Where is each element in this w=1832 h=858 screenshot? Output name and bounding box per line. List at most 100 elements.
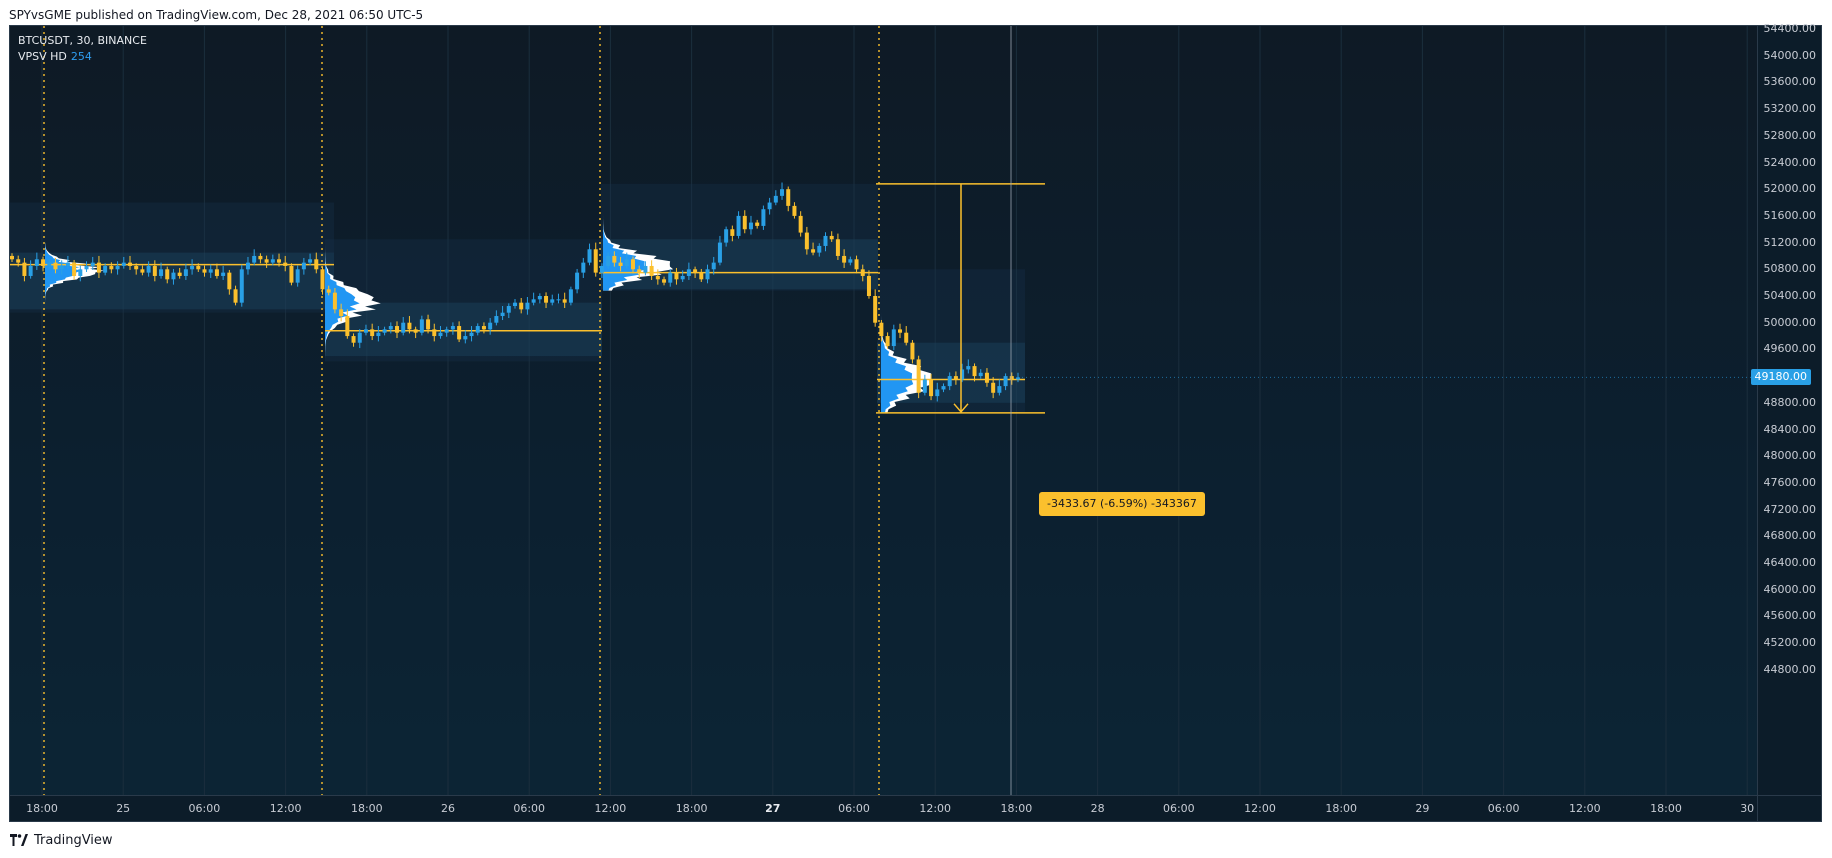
volume-profile-2-up-volume	[325, 239, 360, 362]
candle-body	[898, 329, 903, 333]
candle-body	[345, 316, 350, 337]
footer: TradingView	[10, 830, 113, 850]
candle-body	[432, 329, 437, 337]
candle-body	[506, 306, 511, 313]
time-tick-label: 18:00	[1650, 802, 1682, 815]
price-tick-label: 46400.00	[1763, 556, 1817, 569]
candle-body	[593, 249, 598, 273]
candle-body	[78, 269, 83, 276]
candle-body	[270, 259, 275, 263]
candle-body	[1009, 376, 1014, 380]
candle-body	[357, 332, 362, 343]
candle-body	[376, 332, 381, 337]
footer-brand: TradingView	[34, 832, 113, 848]
candle-body	[1016, 377, 1020, 380]
candle-body	[258, 255, 263, 260]
candle-body	[239, 269, 244, 303]
candle-body	[202, 269, 207, 273]
candle-body	[724, 229, 729, 243]
candle-body	[214, 269, 219, 276]
chart-frame	[9, 25, 1822, 822]
candle-body	[835, 239, 840, 256]
price-tick-label: 45200.00	[1763, 636, 1817, 650]
candle-body	[686, 269, 691, 276]
candle-body	[823, 235, 828, 246]
candle-body	[221, 272, 226, 276]
candle-body	[96, 262, 101, 273]
candle-body	[711, 262, 716, 270]
candle-body	[183, 269, 188, 276]
candle-body	[748, 222, 753, 230]
candle-body	[860, 269, 865, 276]
candle-body	[916, 359, 921, 393]
candle-body	[705, 269, 710, 280]
time-tick-label: 06:00	[1162, 802, 1195, 815]
price-scale[interactable]: 54400.00 54000.00 53600.00 53200.00 52800.00…	[1757, 22, 1821, 795]
candle-body	[643, 265, 648, 273]
price-tick-label: 45600.00	[1763, 609, 1817, 623]
candle-body	[121, 262, 126, 266]
candle-body	[283, 262, 288, 266]
candle-body	[289, 265, 294, 283]
candle-body	[407, 322, 412, 330]
candle-body	[612, 255, 617, 263]
candle-body	[966, 366, 971, 370]
chart-plot-area[interactable]	[10, 26, 1757, 795]
candle-body	[320, 269, 325, 290]
candle-body	[16, 259, 21, 263]
candle-body	[842, 255, 847, 263]
candle-body	[767, 202, 772, 210]
candle-body	[47, 262, 52, 266]
candle-body	[885, 336, 890, 347]
candle-body	[494, 316, 499, 323]
candle-body	[227, 272, 232, 290]
candle-body	[798, 215, 803, 233]
candle-body	[699, 272, 704, 280]
candle-body	[59, 265, 64, 270]
candle-body	[537, 296, 542, 300]
candle-body	[165, 269, 170, 280]
candle-body	[72, 262, 77, 276]
measure-arrow-icon	[953, 403, 969, 413]
candle-body	[308, 259, 313, 263]
time-tick-label: 18:00	[675, 802, 708, 815]
symbol-title[interactable]: BTCUSDT, 30, BINANCE	[18, 34, 147, 47]
candle-body	[984, 372, 989, 383]
candle-body	[301, 262, 306, 270]
candle-body	[668, 272, 673, 283]
candle-body	[972, 366, 977, 377]
candle-body	[444, 329, 449, 333]
price-range-measure-label[interactable]: -3433.67 (-6.59%) -343367	[1039, 492, 1205, 516]
candlestick-chart[interactable]	[10, 26, 1757, 795]
price-tick-label: 51200.00	[1763, 235, 1817, 249]
candle-body	[624, 259, 629, 266]
candle-body	[22, 262, 27, 276]
price-tick-label: 47600.00	[1763, 475, 1817, 489]
candle-body	[929, 379, 934, 397]
candle-body	[525, 302, 530, 310]
candle-body	[351, 336, 356, 343]
candle-body	[152, 265, 157, 276]
candle-body	[314, 259, 319, 270]
candle-body	[922, 379, 927, 393]
candle-body	[811, 249, 816, 253]
candle-body	[997, 386, 1002, 393]
time-tick-label: 12:00	[1244, 802, 1276, 815]
candle-body	[575, 272, 580, 290]
indicator-row[interactable]: VPSV HD 254	[18, 49, 147, 65]
time-scale[interactable]: 18:00 25 06:00 12:00 18:00 26 06:00 12:00 18:00 2…	[10, 795, 1757, 821]
price-tick-label: 46000.00	[1763, 582, 1817, 596]
candle-body	[804, 232, 809, 250]
price-tick-label: 53600.00	[1763, 75, 1817, 89]
candle-body	[438, 332, 443, 337]
candle-body	[717, 242, 722, 263]
price-tick-label: 51600.00	[1763, 208, 1817, 222]
candle-body	[773, 195, 778, 203]
candle-body	[10, 255, 14, 260]
time-tick-label: 06:00	[838, 802, 870, 815]
price-tick-label: 54400.00	[1763, 22, 1817, 35]
time-tick-label: 06:00	[188, 802, 221, 815]
chart-legend[interactable]: BTCUSDT, 30, BINANCE VPSV HD 254	[18, 33, 147, 65]
candle-body	[127, 262, 132, 266]
volume-profile-1-up-volume	[45, 242, 82, 313]
